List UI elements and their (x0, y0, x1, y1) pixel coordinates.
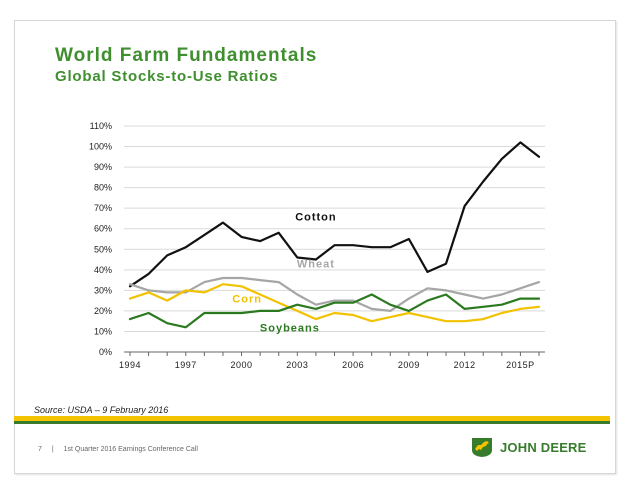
y-tick-label: 20% (94, 306, 112, 316)
y-tick-label: 90% (94, 162, 112, 172)
source-note: Source: USDA – 9 February 2016 (34, 405, 169, 415)
y-tick-label: 30% (94, 285, 112, 295)
page-number: 7 (38, 446, 42, 453)
slide-title: World Farm Fundamentals (55, 45, 318, 66)
y-tick-label: 80% (94, 183, 112, 193)
footer: 7 | 1st Quarter 2016 Earnings Conference… (38, 446, 206, 453)
footer-separator: | (51, 446, 54, 453)
y-tick-label: 60% (94, 224, 112, 234)
x-tick-label: 2006 (342, 360, 364, 370)
y-tick-label: 110% (90, 121, 112, 131)
series-line-corn (128, 283, 541, 323)
axes: 0% 10% 20% 30% 40% 50% 60% 70% 80% 90% 100% 110% 199… (89, 121, 545, 370)
title-block: World Farm Fundamentals Global Stocks-to… (55, 45, 317, 87)
slide-subtitle: Global Stocks-to-Use Ratios (55, 68, 279, 85)
footer-bar-green (14, 421, 610, 424)
john-deere-logo: JOHN DEERE (470, 436, 587, 458)
x-tick-label: 1994 (119, 360, 141, 370)
grid (124, 125, 545, 332)
slide-frame (14, 20, 616, 474)
series-line-cotton (128, 141, 541, 288)
x-tick-label: 2000 (231, 360, 253, 370)
series-label-cotton: Cotton (295, 211, 336, 223)
series-label-wheat: Wheat (297, 259, 335, 271)
series-line-wheat (128, 276, 541, 312)
y-tick-label: 40% (94, 265, 112, 275)
footer-label: 1st Quarter 2016 Earnings Conference Cal… (63, 446, 198, 453)
logo-text: JOHN DEERE (500, 439, 587, 455)
y-tick-label: 50% (94, 244, 112, 254)
x-tick-label: 2015P (506, 360, 535, 370)
x-tick-label: 1997 (175, 360, 197, 370)
series-line-soybeans (128, 293, 541, 329)
x-tick-label: 2012 (454, 360, 476, 370)
x-tick-label: 2003 (286, 360, 308, 370)
x-tick-label: 2009 (398, 360, 420, 370)
series-label-corn: Corn (232, 294, 262, 306)
series-lines (128, 141, 541, 329)
y-tick-label: 0% (99, 347, 112, 357)
leaping-deer-icon (472, 438, 492, 457)
y-tick-label: 70% (94, 203, 112, 213)
y-tick-label: 100% (89, 142, 112, 152)
y-tick-label: 10% (94, 326, 112, 336)
footer-bar-yellow (14, 416, 610, 421)
series-label-soybeans: Soybeans (260, 322, 320, 334)
series-labels: Cotton Wheat Corn Soybeans (232, 211, 336, 334)
